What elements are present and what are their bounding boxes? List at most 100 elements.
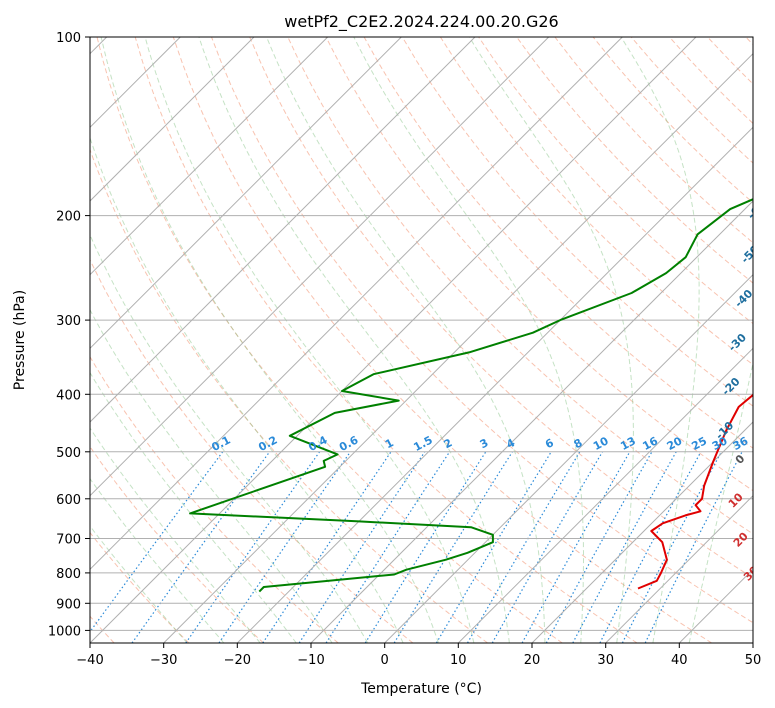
mixing-ratio-line [298,451,426,643]
mixing-ratio-line [364,451,487,643]
x-tick-label: −20 [224,653,251,668]
dry-adiabat-label: 40 [755,593,775,613]
dry-adiabat-line [90,445,264,643]
mixing-ratio-line [218,451,351,643]
gridlines [90,37,753,643]
moist-adiabat-line [198,37,510,643]
x-tick-label: 30 [597,653,614,668]
moist-adiabat-line [90,308,333,643]
mixing-ratio-line [572,451,677,643]
mixing-ratio-line [521,451,631,643]
moist-adiabat-line [620,37,700,643]
chart-title: wetPf2_C2E2.2024.224.00.20.G26 [284,12,558,32]
dry-adiabat-line [363,37,753,449]
y-tick-label: 200 [56,210,81,225]
y-tick-label: 300 [56,314,81,329]
isotherm-line [531,421,753,643]
mixing-ratio-label: 1.5 [411,433,434,454]
dry-adiabat-line [401,37,753,407]
dry-adiabat-line [90,355,339,643]
dry-adiabat-label: 0 [733,452,748,467]
x-tick-label: −40 [76,653,103,668]
x-tick-label: 0 [381,653,389,668]
mixing-ratio-label: 0.6 [337,433,361,454]
dry-adiabat-line [745,37,753,46]
mixing-ratio-label: 16 [640,434,660,453]
isotherm-line [678,568,753,643]
moist-adiabat-line [90,233,369,643]
y-axis-label: Pressure (hPa) [12,290,28,390]
dry-adiabat-line [211,37,753,624]
dry-adiabat-line [516,37,753,284]
mixing-ratio-label: 30 [710,434,730,453]
mixing-ratio-label: 13 [618,434,638,453]
mixing-ratio-label: 10 [591,434,611,453]
dry-adiabat-line [134,37,638,643]
dry-adiabat-line [669,37,753,125]
x-tick-label: 10 [450,653,467,668]
mixing-ratio-label: 1 [383,436,396,451]
mixing-ratio-line [644,451,743,643]
mixing-ratio-label: 25 [689,434,709,453]
mixing-ratio-label: 20 [665,434,685,453]
dry-adiabat-label: 20 [731,529,751,549]
mixing-ratio-label: 36 [731,434,751,453]
dewpoint-profile-line [189,198,753,593]
isotherm-line [90,37,329,276]
isotherm-line [605,494,753,643]
mixing-ratio-label: 3 [478,436,491,451]
isotherm-line [90,37,255,202]
x-tick-label: 50 [745,653,762,668]
moist-adiabat-line [353,37,584,643]
background-lines [90,37,753,643]
plot-area: 0.1 0.2 0.4 0.6 1 1.5 2 3 4 6 8 10 13 16 20 25 30 36-100-… [90,37,775,643]
plot-frame [89,36,754,644]
moist-adiabat-line [266,37,546,643]
y-tick-label: 600 [56,493,81,508]
dry-adiabat-label: -70 [751,155,774,178]
dry-adiabat-line [90,148,488,643]
curve-labels: 0.1 0.2 0.4 0.6 1 1.5 2 3 4 6 8 10 13 16 20 25 30 36-100-… [209,111,775,613]
isotherm-line [752,642,753,643]
isotherm-line [90,37,697,643]
x-tick-label: 20 [524,653,541,668]
isotherm-line [457,347,753,643]
dry-adiabat-label: -60 [745,199,768,222]
isotherm-line [384,273,753,643]
dry-adiabat-line [90,258,414,643]
dry-adiabat-line [249,37,753,579]
mixing-ratio-label: 6 [543,436,556,451]
moist-adiabat-line [144,37,475,643]
dry-adiabat-label: 10 [726,490,746,510]
dry-adiabat-line [96,37,563,643]
dry-adiabat-label: 30 [741,563,761,583]
moist-adiabat-line [688,360,753,643]
moist-adiabat-line [90,371,297,643]
mixing-ratio-label: 0.2 [256,433,279,454]
moist-adiabat-line [90,525,188,643]
moist-adiabat-line [90,477,225,643]
y-tick-label: 1000 [48,624,81,639]
dry-adiabat-label: -50 [739,243,762,266]
mixing-ratio-line [262,451,392,643]
dry-adiabat-line [172,37,712,643]
dry-adiabat-label: -80 [758,111,775,134]
y-tick-label: 800 [56,567,81,582]
moist-adiabat-line [90,136,404,643]
isotherm-line [90,37,402,350]
isotherm-line [90,37,623,571]
moist-adiabat-line [90,427,261,643]
mixing-ratio-line [131,451,271,643]
moist-adiabat-line [100,37,439,643]
x-axis-label: Temperature (°C) [360,681,482,697]
y-tick-label: 100 [56,31,81,46]
mixing-ratio-line [185,451,321,643]
series-layer [189,198,753,593]
x-axis: −40 −30 −20 −10 0 10 20 30 40 50 [76,643,761,668]
isotherm-line [163,52,753,643]
y-tick-label: 400 [56,388,81,403]
y-tick-label: 500 [56,446,81,461]
moist-adiabat-line [468,37,634,643]
y-axis: 100 200 300 400 500 600 700 800 900 1000 [48,31,90,639]
